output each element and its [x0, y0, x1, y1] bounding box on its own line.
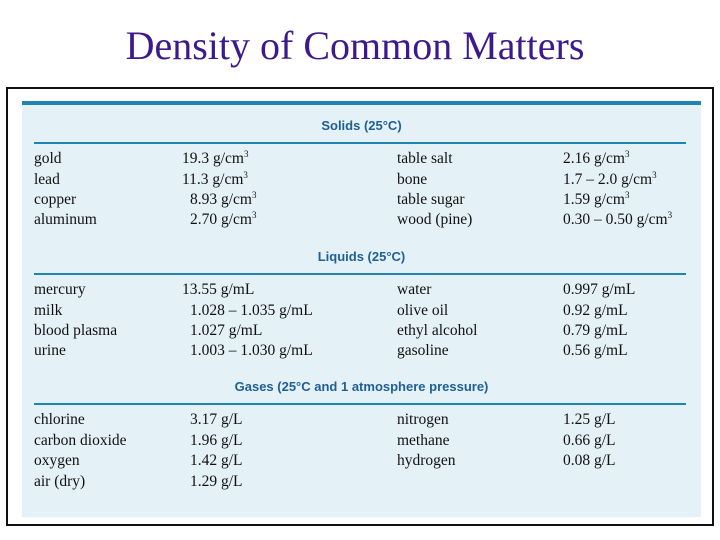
section-rule — [34, 273, 686, 275]
density-value: 2.70 g/cm3 — [190, 209, 257, 228]
substance-name: olive oil — [397, 302, 449, 319]
density-value: 1.59 g/cm3 — [563, 189, 630, 208]
substance-name: carbon dioxide — [34, 432, 127, 449]
substance-name: wood (pine) — [397, 211, 473, 228]
table-row: lead 11.3 g/cm3 bone 1.7 – 2.0 g/cm3 — [22, 169, 701, 191]
table-row: oxygen 1.42 g/L hydrogen 0.08 g/L — [22, 452, 701, 472]
density-value: 0.56 g/mL — [563, 342, 628, 359]
table-row: aluminum 2.70 g/cm3 wood (pine) 0.30 – 0… — [22, 209, 701, 231]
density-value: 11.3 g/cm3 — [182, 169, 248, 188]
substance-name: air (dry) — [34, 473, 86, 490]
section-rule — [34, 403, 686, 405]
density-value: 1.7 – 2.0 g/cm3 — [563, 169, 657, 188]
table-row: urine 1.003 – 1.030 g/mL gasoline 0.56 g… — [22, 342, 701, 362]
density-value: 0.92 g/mL — [563, 302, 628, 319]
section-rule — [34, 142, 686, 144]
substance-name: table sugar — [397, 191, 465, 208]
density-value: 8.93 g/cm3 — [190, 189, 257, 208]
substance-name: gasoline — [397, 342, 449, 359]
density-value: 2.16 g/cm3 — [563, 148, 630, 167]
table-row: gold 19.3 g/cm3 table salt 2.16 g/cm3 — [22, 148, 701, 170]
density-value: 3.17 g/L — [190, 411, 243, 428]
density-value: 1.027 g/mL — [190, 322, 263, 339]
substance-name: hydrogen — [397, 452, 456, 469]
substance-name: bone — [397, 171, 428, 188]
substance-name: table salt — [397, 150, 453, 167]
table-row: air (dry) 1.29 g/L — [22, 473, 701, 493]
substance-name: methane — [397, 432, 450, 449]
section-heading-liquids: Liquids (25°C) — [317, 249, 406, 264]
substance-name: oxygen — [34, 452, 80, 469]
substance-name: water — [397, 281, 432, 298]
density-value: 0.08 g/L — [563, 452, 616, 469]
table-frame: Solids (25°C) gold 19.3 g/cm3 table salt… — [6, 87, 714, 526]
density-value: 1.25 g/L — [563, 411, 616, 428]
density-value: 1.028 – 1.035 g/mL — [190, 302, 313, 319]
density-value: 0.66 g/L — [563, 432, 616, 449]
substance-name: blood plasma — [34, 322, 118, 339]
substance-name: chlorine — [34, 411, 85, 428]
table-row: blood plasma 1.027 g/mL ethyl alcohol 0.… — [22, 322, 701, 342]
table-row: copper 8.93 g/cm3 table sugar 1.59 g/cm3 — [22, 189, 701, 211]
section-heading-gases: Gases (25°C and 1 atmosphere pressure) — [234, 379, 489, 394]
density-value: 19.3 g/cm3 — [182, 148, 249, 167]
substance-name: ethyl alcohol — [397, 322, 478, 339]
table-row: chlorine 3.17 g/L nitrogen 1.25 g/L — [22, 411, 701, 431]
substance-name: lead — [34, 171, 60, 188]
substance-name: gold — [34, 150, 62, 167]
substance-name: mercury — [34, 281, 86, 298]
density-value: 1.003 – 1.030 g/mL — [190, 342, 313, 359]
density-value: 1.29 g/L — [190, 473, 243, 490]
substance-name: copper — [34, 191, 77, 208]
substance-name: milk — [34, 302, 63, 319]
section-heading-solids: Solids (25°C) — [321, 118, 402, 133]
table-row: carbon dioxide 1.96 g/L methane 0.66 g/L — [22, 432, 701, 452]
substance-name: nitrogen — [397, 411, 449, 428]
density-value: 13.55 g/mL — [182, 281, 255, 298]
density-value: 1.96 g/L — [190, 432, 243, 449]
density-value: 0.997 g/mL — [563, 281, 636, 298]
table-row: milk 1.028 – 1.035 g/mL olive oil 0.92 g… — [22, 302, 701, 322]
density-value: 0.79 g/mL — [563, 322, 628, 339]
table-row: mercury 13.55 g/mL water 0.997 g/mL — [22, 281, 701, 301]
substance-name: urine — [34, 342, 66, 359]
substance-name: aluminum — [34, 211, 97, 228]
density-value: 1.42 g/L — [190, 452, 243, 469]
density-value: 0.30 – 0.50 g/cm3 — [563, 209, 673, 228]
density-table: Solids (25°C) gold 19.3 g/cm3 table salt… — [22, 101, 701, 517]
slide-title: Density of Common Matters — [125, 23, 585, 68]
